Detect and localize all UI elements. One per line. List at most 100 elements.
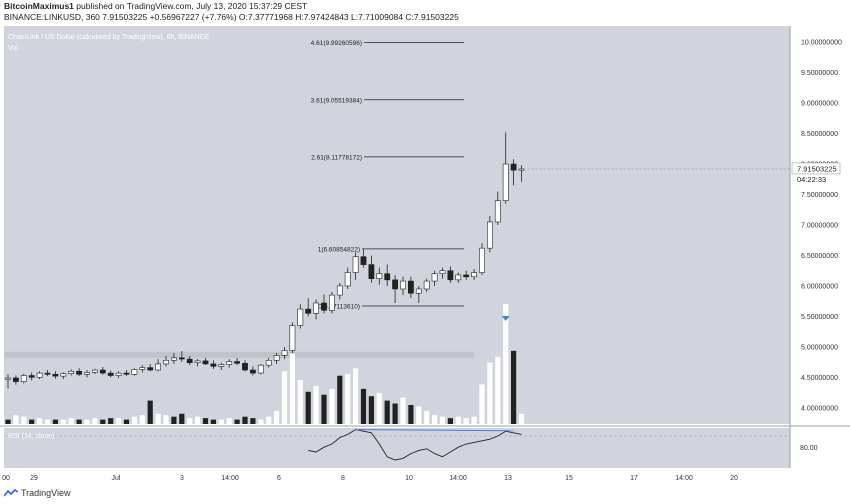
high-label: H: <box>295 12 304 22</box>
candle-body <box>52 373 59 377</box>
candle-body <box>439 270 446 275</box>
volume-bar <box>400 397 406 424</box>
candle-body <box>368 264 375 279</box>
volume-bar <box>202 418 209 424</box>
y-tick-label: 9.00000000 <box>801 101 838 108</box>
high-value: 7.97424843 <box>303 12 349 22</box>
x-tick-label: 10 <box>405 475 413 482</box>
y-tick-label: 10.00000000 <box>801 40 842 47</box>
x-tick-label: Jul <box>112 475 121 482</box>
candle-body <box>123 372 130 375</box>
last-price-label: 7.91503225 <box>797 164 837 173</box>
volume-bar <box>52 419 58 424</box>
candle-body <box>423 280 430 290</box>
volume-bar <box>100 419 106 424</box>
volume-bar <box>376 393 382 424</box>
countdown-label: 04:22:33 <box>797 175 826 184</box>
footer-brand[interactable]: TradingView <box>3 488 71 498</box>
candle-body <box>13 377 19 382</box>
support-zone <box>4 351 475 358</box>
candle-body <box>455 274 462 281</box>
candle-body <box>518 168 525 171</box>
volume-bar <box>21 416 27 424</box>
volume-bar <box>281 371 288 424</box>
candle-body <box>510 163 517 171</box>
fib-level-label: 1(6.60854822) <box>318 246 360 253</box>
fib-level-label: 2.61(8.11778172) <box>311 154 362 161</box>
volume-bar <box>210 419 216 424</box>
volume-bar <box>92 418 98 424</box>
volume-bar <box>108 418 114 424</box>
close-label: C: <box>405 12 414 22</box>
candle-body <box>407 280 414 294</box>
candle-body <box>415 288 422 294</box>
candle-body <box>44 372 51 375</box>
volume-bar <box>455 416 461 424</box>
candle-body <box>265 359 272 366</box>
candle-body <box>242 363 248 371</box>
candle-body <box>68 370 75 374</box>
rsi-level-label: 80.00 <box>800 445 818 452</box>
x-tick-label: 29 <box>30 475 38 482</box>
x-tick-label: 8 <box>341 475 345 482</box>
signal-marker-icon <box>501 316 510 321</box>
x-tick-label: 14:00 <box>675 475 693 482</box>
volume-bar <box>76 419 82 424</box>
volume-bar <box>163 415 169 424</box>
volume-bar <box>147 400 153 424</box>
x-tick-label: 14:00 <box>221 475 239 482</box>
x-tick-label: 6 <box>277 475 281 482</box>
candle-body <box>115 372 122 376</box>
ohlc-info: BINANCE:LINKUSD, 360 7.91503225 +0.56967… <box>4 12 459 22</box>
volume-bar <box>218 419 224 424</box>
volume-bar <box>424 410 430 424</box>
last-price-tag: 7.91503225 04:22:33 <box>791 162 841 184</box>
y-tick-label: 5.50000000 <box>801 314 838 321</box>
publish-info: BitcoinMaximus1 published on TradingView… <box>4 1 307 11</box>
candle-body <box>257 364 264 374</box>
rsi-line <box>308 429 522 461</box>
volume-bar <box>305 391 311 424</box>
candle-body <box>139 367 146 370</box>
volume-bar <box>345 374 351 424</box>
volume-bar <box>131 416 137 424</box>
volume-bar <box>274 410 280 424</box>
x-tick-label: 15 <box>565 475 573 482</box>
volume-bar <box>116 418 122 424</box>
volume-bar <box>155 413 161 424</box>
author-name[interactable]: BitcoinMaximus1 <box>4 1 74 11</box>
candle-body <box>194 360 201 364</box>
y-tick-label: 7.00000000 <box>801 223 838 230</box>
candle-body <box>479 247 485 273</box>
candle-body <box>313 302 319 314</box>
candle-body <box>163 359 169 365</box>
volume-bar <box>226 418 232 424</box>
price-chart[interactable]: 4.61(9.99260596) 3.61(9.05519384) 2.61(8.1… <box>0 26 850 486</box>
volume-bar <box>384 400 390 424</box>
x-tick-label: 14:00 <box>449 475 467 482</box>
volume-bar <box>329 388 335 424</box>
candle-body <box>352 256 359 273</box>
candle-body <box>321 302 327 311</box>
volume-bar <box>68 418 74 424</box>
candle-body <box>28 375 35 378</box>
volume-bar <box>60 419 66 424</box>
publish-text: published on TradingView.com, July 13, 2… <box>76 1 308 11</box>
candle-body <box>447 270 454 281</box>
volume-bar <box>123 419 130 424</box>
candle-body <box>107 372 114 376</box>
volume-bar <box>289 353 295 424</box>
volume-bar <box>511 350 517 424</box>
volume-bar <box>432 415 438 424</box>
volume-bar <box>416 406 422 424</box>
fib-level-label: 3.61(9.05519384) <box>311 97 362 104</box>
candle-body <box>186 358 193 364</box>
volume-bar <box>179 413 185 424</box>
footer-brand-text: TradingView <box>21 488 71 498</box>
symbol-text: BINANCE:LINKUSD, 360 <box>4 12 100 22</box>
volume-bar <box>463 418 469 424</box>
volume-bar <box>266 416 272 424</box>
y-tick-label: 9.50000000 <box>801 70 838 77</box>
candle-body <box>226 361 233 365</box>
volume-bar <box>471 416 477 424</box>
